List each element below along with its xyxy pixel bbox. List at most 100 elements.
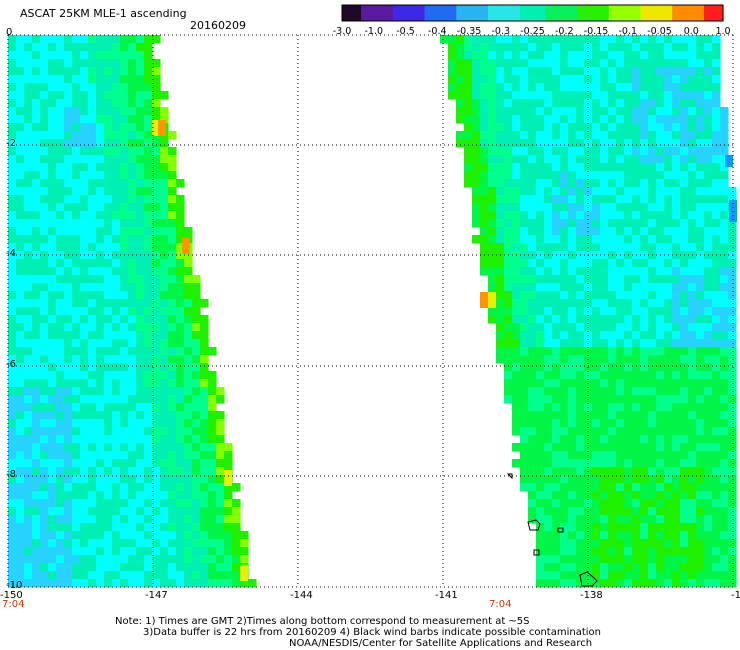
swath-cell — [672, 339, 681, 348]
swath-cell — [144, 371, 153, 380]
swath-cell — [528, 51, 537, 60]
swath-cell — [704, 51, 713, 60]
swath-cell — [704, 99, 713, 108]
swath-cell — [656, 443, 665, 452]
swath-cell — [720, 219, 729, 228]
swath-cell — [656, 403, 665, 412]
swath-cell — [632, 243, 641, 252]
swath-cell — [168, 483, 177, 492]
swath-cell — [168, 451, 177, 460]
swath-cell — [520, 307, 529, 316]
swath-cell — [480, 123, 489, 132]
swath-cell — [112, 67, 121, 76]
swath-cell — [112, 523, 121, 532]
swath-cell — [600, 379, 609, 388]
swath-cell — [88, 571, 97, 580]
swath-cell — [656, 59, 665, 68]
swath-cell — [544, 179, 553, 188]
swath-cell — [688, 491, 697, 500]
swath-cell — [48, 267, 57, 276]
swath-cell — [16, 283, 25, 292]
swath-cell — [72, 67, 81, 76]
swath-cell — [536, 275, 545, 284]
swath-cell — [8, 35, 17, 44]
swath-cell — [176, 411, 185, 420]
swath-cell — [528, 195, 537, 204]
swath-cell — [520, 139, 529, 148]
swath-cell — [576, 91, 585, 100]
swath-cell — [568, 195, 577, 204]
swath-cell — [576, 579, 585, 588]
swath-cell — [648, 227, 657, 236]
swath-cell — [480, 211, 489, 220]
swath-cell — [696, 163, 705, 172]
swath-cell — [176, 395, 185, 404]
swath-cell — [152, 107, 161, 116]
swath-cell — [648, 315, 657, 324]
swath-cell — [592, 107, 601, 116]
swath-cell — [216, 555, 225, 564]
swath-cell — [160, 147, 169, 156]
swath-cell — [696, 555, 705, 564]
swath-cell — [80, 139, 89, 148]
swath-cell — [232, 515, 241, 524]
swath-cell — [56, 107, 65, 116]
swath-cell — [720, 195, 729, 204]
swath-cell — [496, 283, 505, 292]
swath-cell — [176, 267, 185, 276]
swath-cell — [680, 195, 689, 204]
swath-cell — [640, 379, 649, 388]
swath-cell — [592, 299, 601, 308]
swath-cell — [520, 59, 529, 68]
swath-cell — [728, 467, 737, 476]
swath-cell — [40, 515, 49, 524]
swath-cell — [680, 163, 689, 172]
swath-cell — [48, 259, 57, 268]
swath-cell — [152, 451, 161, 460]
swath-cell — [64, 147, 73, 156]
swath-cell — [136, 147, 145, 156]
swath-cell — [624, 267, 633, 276]
swath-cell — [96, 403, 105, 412]
swath-cell — [560, 243, 569, 252]
swath-cell — [184, 371, 193, 380]
swath-cell — [672, 219, 681, 228]
swath-cell — [600, 83, 609, 92]
swath-cell — [576, 123, 585, 132]
swath-cell — [80, 219, 89, 228]
swath-cell — [624, 555, 633, 564]
swath-cell — [656, 539, 665, 548]
swath-cell — [624, 491, 633, 500]
swath-cell — [208, 483, 217, 492]
swath-cell — [40, 355, 49, 364]
swath-cell — [592, 43, 601, 52]
swath-cell — [144, 547, 153, 556]
swath-cell — [568, 147, 577, 156]
swath-cell — [152, 475, 161, 484]
swath-cell — [712, 427, 721, 436]
swath-cell — [688, 443, 697, 452]
swath-cell — [648, 531, 657, 540]
swath-cell — [536, 195, 545, 204]
swath-cell — [616, 67, 625, 76]
swath-cell — [120, 147, 129, 156]
swath-cell — [616, 179, 625, 188]
swath-cell — [712, 219, 721, 228]
swath-cell — [608, 443, 617, 452]
swath-cell — [536, 539, 545, 548]
swath-cell — [128, 227, 137, 236]
swath-cell — [552, 531, 561, 540]
swath-cell — [696, 115, 705, 124]
swath-cell — [152, 155, 161, 164]
swath-cell — [608, 491, 617, 500]
swath-cell — [512, 211, 521, 220]
swath-cell — [536, 523, 545, 532]
swath-cell — [592, 195, 601, 204]
swath-cell — [576, 555, 585, 564]
swath-cell — [576, 59, 585, 68]
swath-cell — [40, 363, 49, 372]
swath-cell — [96, 155, 105, 164]
swath-cell — [696, 315, 705, 324]
swath-cell — [128, 539, 137, 548]
swath-cell — [544, 547, 553, 556]
